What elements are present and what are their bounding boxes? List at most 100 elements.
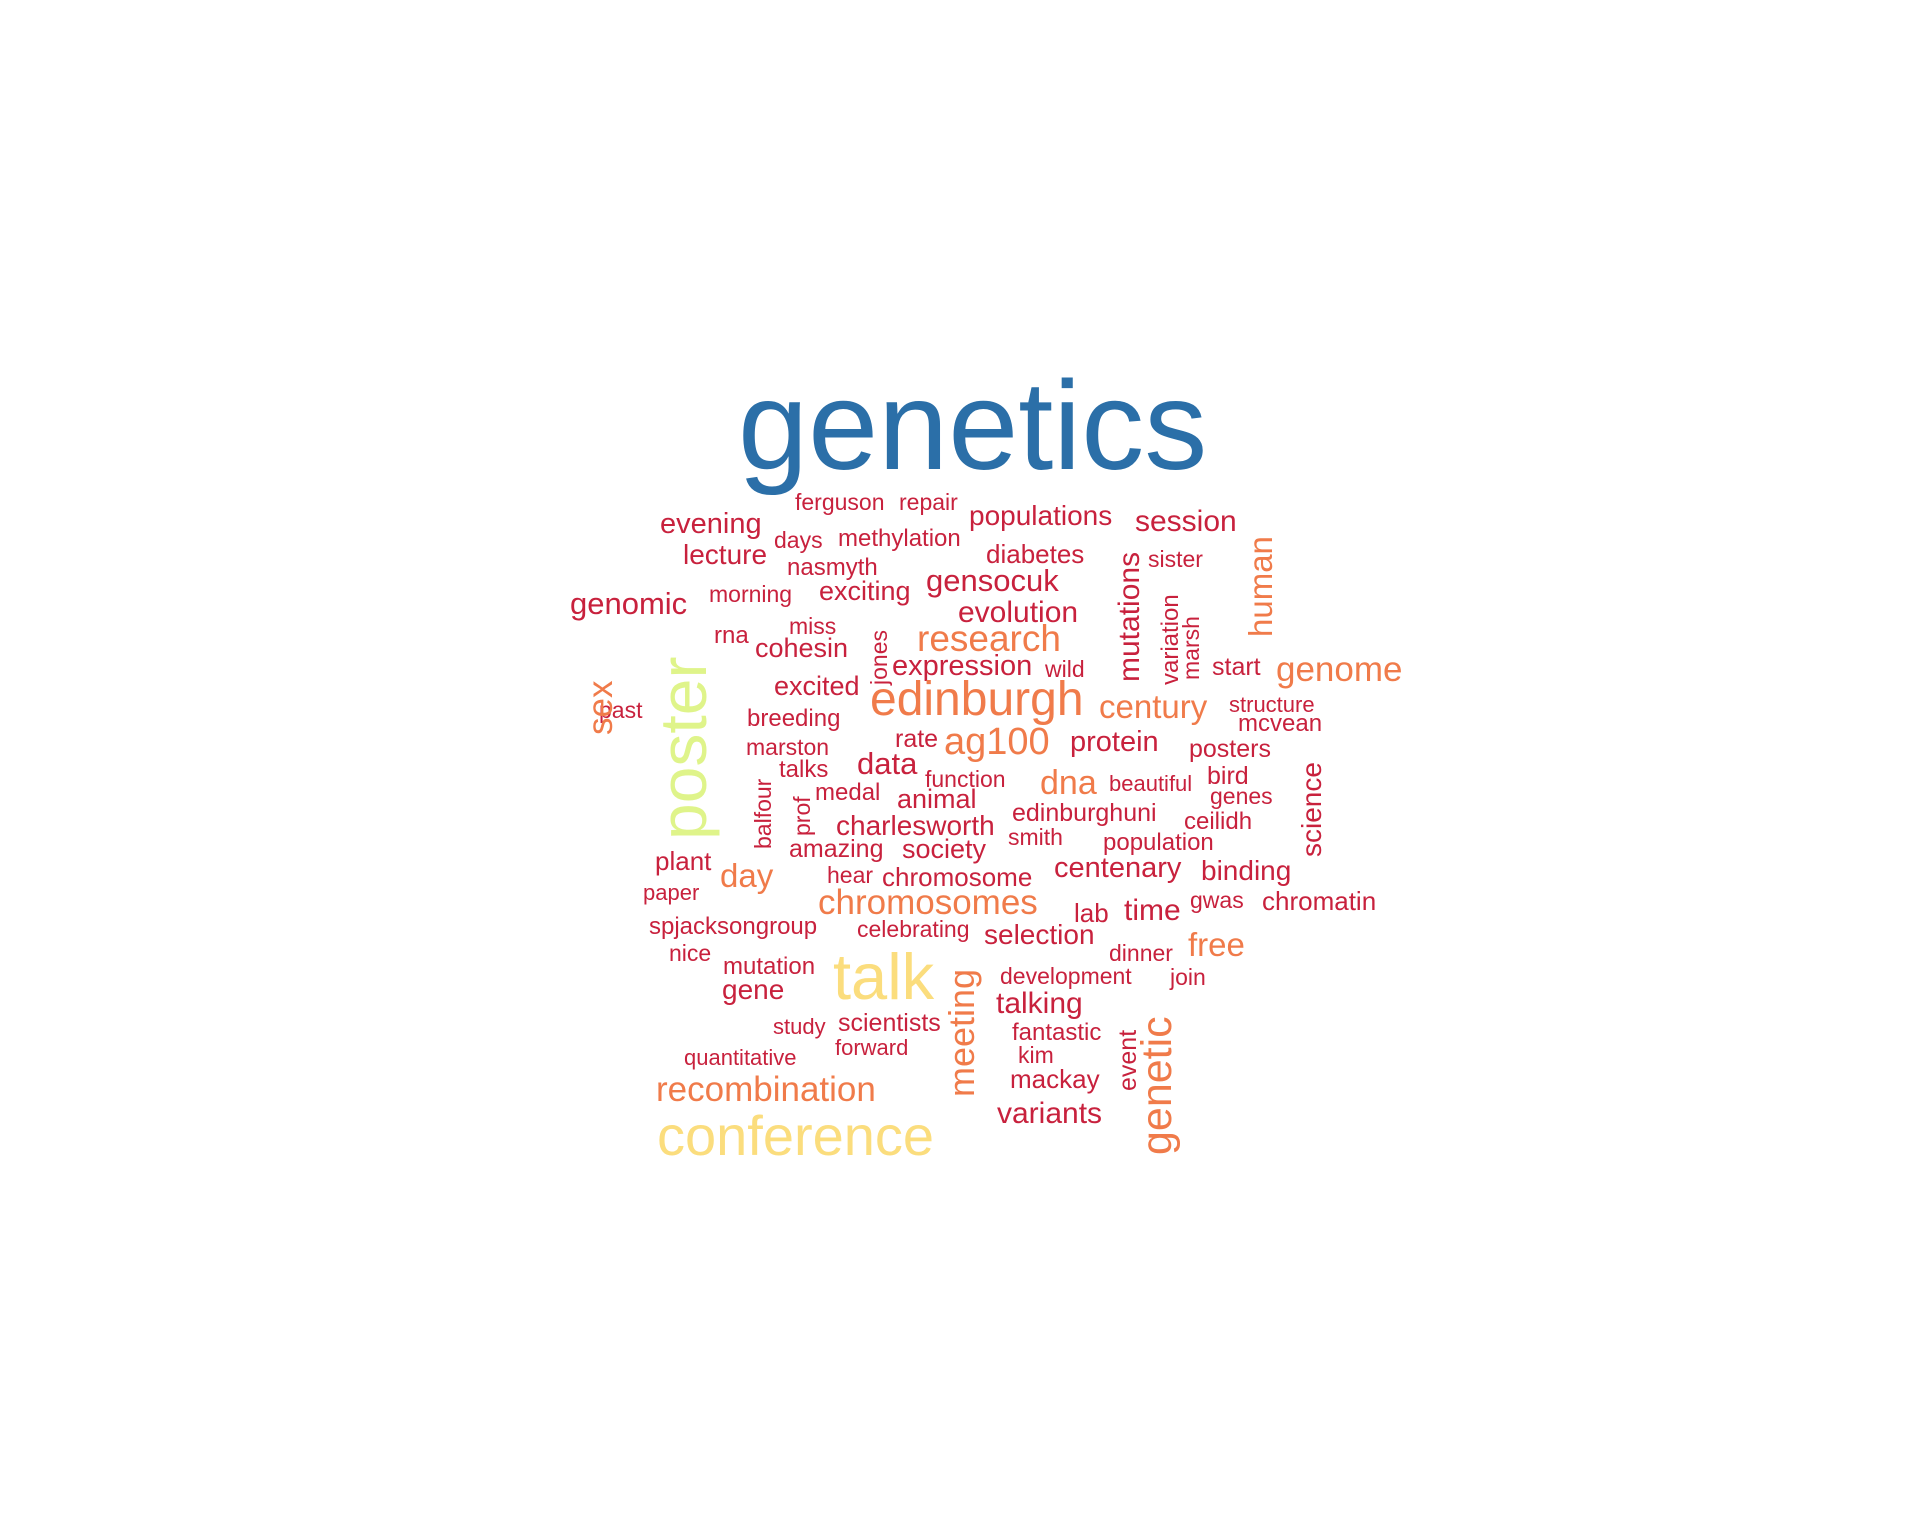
word-mackay: mackay [1010,1064,1100,1094]
word-dna: dna [1040,764,1097,802]
word-populations: populations [969,500,1113,531]
word-talks: talks [779,756,829,783]
word-gwas: gwas [1190,887,1244,913]
word-bird: bird [1207,762,1249,790]
word-morning: morning [709,581,793,607]
word-balfour: balfour [750,778,776,849]
word-excited: excited [774,671,860,701]
word-research: research [917,618,1061,659]
word-nice: nice [669,940,712,966]
word-mutation: mutation [723,953,816,980]
word-centenary: centenary [1054,852,1182,884]
word-genome: genome [1276,650,1403,689]
word-sex: sex [581,680,620,735]
word-mcvean: mcvean [1238,710,1323,737]
word-methylation: methylation [838,525,961,552]
word-event: event [1114,1029,1142,1091]
word-human: human [1242,536,1279,637]
word-posters: posters [1189,735,1271,763]
word-hear: hear [827,862,874,888]
word-chromosomes: chromosomes [818,883,1038,922]
word-science: science [1296,762,1327,857]
word-expression: expression [892,650,1033,682]
word-day: day [720,857,774,894]
word-beautiful: beautiful [1109,771,1193,796]
word-past: past [599,697,643,723]
word-recombination: recombination [656,1070,876,1109]
word-session: session [1135,505,1237,538]
word-study: study [773,1014,826,1039]
word-wild: wild [1045,656,1085,682]
word-chromatin: chromatin [1262,886,1377,916]
word-rna: rna [714,622,749,649]
word-mutations: mutations [1113,551,1146,682]
word-free: free [1188,926,1245,963]
word-ceilidh: ceilidh [1184,808,1253,835]
word-development: development [1000,963,1132,989]
word-genes: genes [1210,783,1273,809]
word-binding: binding [1201,855,1292,886]
word-lecture: lecture [683,539,768,570]
word-cohesin: cohesin [755,633,849,663]
word-population: population [1103,829,1214,856]
word-selection: selection [984,919,1095,950]
word-charlesworth: charlesworth [836,810,995,841]
word-poster: poster [646,656,720,840]
word-jones: jones [866,630,892,685]
word-conference: conference [657,1104,935,1167]
word-chromosome: chromosome [882,862,1033,892]
word-protein: protein [1070,726,1159,758]
word-medal: medal [815,779,881,806]
word-gensocuk: gensocuk [926,563,1059,598]
word-evolution: evolution [958,596,1079,629]
word-diabetes: diabetes [986,539,1085,569]
word-spjacksongroup: spjacksongroup [649,913,818,940]
word-edinburgh: edinburgh [870,673,1084,726]
word-variants: variants [997,1097,1103,1130]
word-century: century [1099,688,1208,725]
word-marsh: marsh [1178,616,1204,680]
word-miss: miss [789,613,837,639]
word-talking: talking [996,987,1083,1020]
word-ferguson: ferguson [795,489,885,515]
word-amazing: amazing [789,835,884,863]
word-kim: kim [1018,1042,1054,1068]
word-evening: evening [660,508,762,540]
word-edinburghuni: edinburghuni [1012,799,1157,827]
word-gene: gene [722,974,785,1005]
word-rate: rate [895,725,939,753]
word-paper: paper [643,880,700,905]
word-fantastic: fantastic [1012,1019,1102,1046]
word-genetics: genetics [738,355,1208,496]
word-repair: repair [899,489,958,515]
word-animal: animal [897,784,977,814]
word-ag100: ag100 [944,721,1050,763]
word-function: function [925,766,1006,792]
word-structure: structure [1229,692,1315,717]
word-exciting: exciting [819,576,911,606]
word-lab: lab [1074,898,1109,928]
word-genetic: genetic [1133,1016,1181,1155]
word-marston: marston [746,734,830,760]
word-meeting: meeting [941,968,982,1097]
word-join: join [1170,964,1206,990]
word-days: days [774,527,823,553]
word-forward: forward [835,1035,909,1060]
word-start: start [1212,653,1261,681]
word-prof: prof [789,796,815,836]
word-talk: talk [833,940,935,1013]
word-dinner: dinner [1109,940,1173,966]
word-data: data [857,746,918,781]
word-breeding: breeding [747,705,841,732]
word-society: society [902,834,987,864]
word-quantitative: quantitative [684,1045,797,1070]
word-celebrating: celebrating [857,916,970,942]
word-genomic: genomic [570,586,688,621]
word-scientists: scientists [838,1009,941,1037]
word-smith: smith [1008,824,1063,850]
word-sister: sister [1148,546,1203,572]
word-time: time [1124,894,1181,927]
word-plant: plant [655,846,712,876]
word-nasmyth: nasmyth [787,554,878,581]
